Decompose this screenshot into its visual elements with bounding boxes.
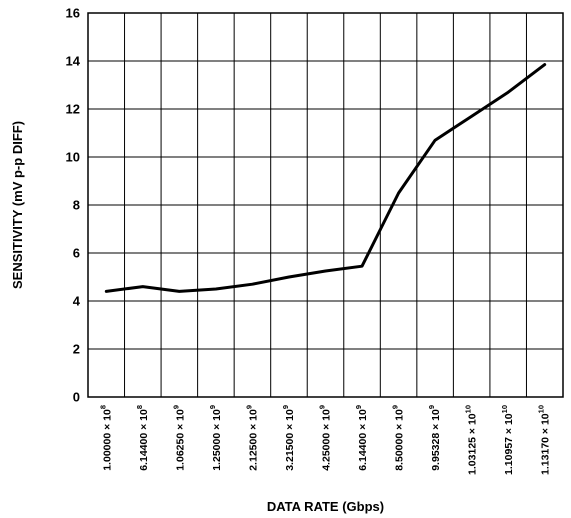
y-tick-label: 0 (73, 390, 80, 405)
x-axis-label: DATA RATE (Gbps) (267, 499, 384, 514)
x-tick-exponent: 9 (427, 405, 436, 409)
x-tick-exponent: 9 (281, 405, 290, 409)
x-tick-mantissa: 8.50000 × 10 (394, 409, 406, 471)
x-tick-mantissa: 1.00000 × 10 (101, 409, 113, 471)
x-tick-label: 6.14400 × 108 (135, 405, 150, 471)
x-tick-mantissa: 2.12500 × 10 (247, 409, 259, 471)
x-tick-label: 3.21500 × 109 (281, 405, 296, 471)
y-axis-label: SENSITIVITY (mV p-p DIFF) (10, 121, 25, 289)
x-tick-label: 1.03125 × 1010 (464, 405, 479, 475)
x-tick-mantissa: 3.21500 × 10 (284, 409, 296, 471)
x-tick-label: 6.14400 × 109 (354, 405, 369, 471)
x-tick-mantissa: 1.13170 × 10 (540, 413, 552, 475)
x-tick-label: 1.25000 × 109 (208, 405, 223, 471)
x-tick-label: 9.95328 × 109 (427, 405, 442, 471)
y-tick-label: 12 (66, 102, 80, 117)
series-line (104, 63, 547, 293)
x-tick-label: 2.12500 × 109 (244, 405, 259, 471)
x-tick-mantissa: 6.14400 × 10 (138, 409, 150, 471)
y-tick-label: 10 (66, 150, 80, 165)
x-tick-exponent: 10 (464, 405, 473, 413)
x-tick-label: 4.25000 × 109 (318, 405, 333, 471)
x-tick-exponent: 10 (500, 405, 509, 413)
x-tick-label: 1.10957 × 1010 (500, 405, 515, 475)
x-tick-exponent: 9 (171, 405, 180, 409)
y-tick-label: 2 (73, 342, 80, 357)
x-tick-mantissa: 1.10957 × 10 (503, 413, 515, 475)
y-tick-label: 8 (73, 198, 80, 213)
y-tick-label: 14 (66, 54, 81, 69)
x-tick-exponent: 9 (208, 405, 217, 409)
x-tick-exponent: 9 (318, 405, 327, 409)
x-tick-exponent: 10 (537, 405, 546, 413)
x-tick-label: 1.13170 × 1010 (537, 405, 552, 475)
plot-frame (87, 12, 564, 398)
x-tick-mantissa: 9.95328 × 10 (430, 409, 442, 471)
x-tick-exponent: 8 (135, 405, 144, 409)
x-tick-label: 8.50000 × 109 (391, 405, 406, 471)
grid (88, 13, 563, 397)
x-tick-label: 1.06250 × 109 (171, 405, 186, 471)
y-axis-ticks: 0 2 4 6 8 10 12 14 16 (66, 6, 81, 405)
y-tick-label: 16 (66, 6, 80, 21)
y-tick-label: 4 (73, 294, 81, 309)
y-tick-label: 6 (73, 246, 80, 261)
x-tick-mantissa: 4.25000 × 10 (321, 409, 333, 471)
x-tick-exponent: 9 (244, 405, 253, 409)
x-tick-exponent: 8 (98, 405, 107, 409)
x-tick-mantissa: 1.25000 × 10 (211, 409, 223, 471)
x-tick-exponent: 9 (354, 405, 363, 409)
x-tick-label: 1.00000 × 108 (98, 405, 113, 471)
x-tick-exponent: 9 (391, 405, 400, 409)
x-tick-mantissa: 6.14400 × 10 (357, 409, 369, 471)
x-tick-mantissa: 1.03125 × 10 (467, 413, 479, 475)
x-tick-mantissa: 1.06250 × 10 (174, 409, 186, 471)
